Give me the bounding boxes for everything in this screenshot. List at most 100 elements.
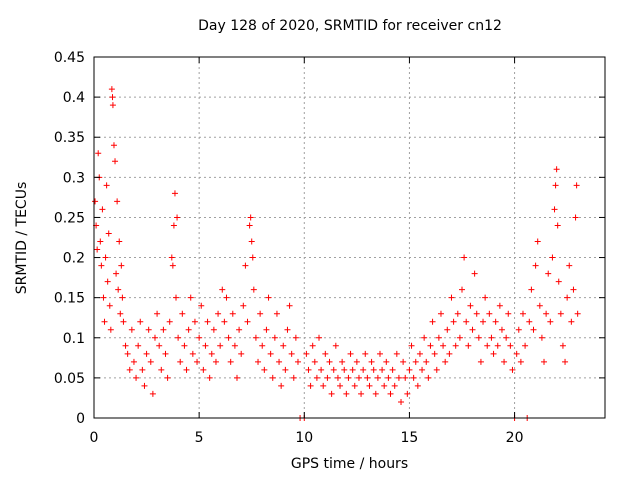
data-point bbox=[110, 142, 117, 149]
data-point bbox=[250, 286, 257, 293]
data-point bbox=[92, 198, 99, 205]
data-point bbox=[376, 350, 383, 357]
data-point bbox=[179, 310, 186, 317]
data-point bbox=[552, 182, 559, 189]
data-point bbox=[528, 286, 535, 293]
data-point bbox=[174, 214, 181, 221]
data-point bbox=[288, 350, 295, 357]
data-point bbox=[290, 374, 297, 381]
data-point bbox=[526, 318, 533, 325]
data-point bbox=[519, 310, 526, 317]
y-tick-label: 0.15 bbox=[54, 291, 85, 307]
data-point bbox=[573, 182, 580, 189]
data-point bbox=[484, 342, 491, 349]
data-point bbox=[171, 190, 178, 197]
data-point bbox=[246, 222, 253, 229]
data-point bbox=[151, 334, 158, 341]
data-point bbox=[574, 310, 581, 317]
data-point bbox=[374, 374, 381, 381]
data-point bbox=[349, 366, 356, 373]
data-point bbox=[202, 342, 209, 349]
y-tick-label: 0.2 bbox=[63, 251, 85, 267]
data-point bbox=[261, 366, 268, 373]
data-point bbox=[393, 350, 400, 357]
data-point bbox=[240, 302, 247, 309]
data-point bbox=[215, 310, 222, 317]
data-point bbox=[99, 206, 106, 213]
data-point bbox=[427, 342, 434, 349]
y-tick-label: 0.3 bbox=[63, 170, 85, 186]
data-point bbox=[440, 342, 447, 349]
data-point bbox=[156, 342, 163, 349]
data-point bbox=[412, 358, 419, 365]
data-point bbox=[255, 358, 262, 365]
data-point bbox=[452, 342, 459, 349]
data-point bbox=[498, 326, 505, 333]
data-point bbox=[549, 254, 556, 261]
data-point bbox=[267, 350, 274, 357]
data-point bbox=[97, 238, 104, 245]
data-point bbox=[98, 262, 105, 269]
data-point bbox=[236, 326, 243, 333]
data-point bbox=[456, 334, 463, 341]
data-point bbox=[532, 262, 539, 269]
y-tick-label: 0.35 bbox=[54, 130, 85, 146]
data-point bbox=[482, 294, 489, 301]
data-point bbox=[128, 326, 135, 333]
data-point bbox=[259, 342, 266, 349]
data-point bbox=[166, 318, 173, 325]
data-point bbox=[351, 382, 358, 389]
data-point bbox=[200, 366, 207, 373]
data-point bbox=[322, 350, 329, 357]
data-point bbox=[227, 358, 234, 365]
data-point bbox=[461, 254, 468, 261]
data-point bbox=[530, 326, 537, 333]
data-point bbox=[208, 350, 215, 357]
data-point bbox=[326, 358, 333, 365]
x-tick-label: 15 bbox=[401, 430, 419, 446]
data-point bbox=[480, 318, 487, 325]
data-point bbox=[450, 318, 457, 325]
data-point bbox=[385, 374, 392, 381]
data-point bbox=[115, 286, 122, 293]
data-point bbox=[145, 326, 152, 333]
data-point bbox=[263, 326, 270, 333]
data-point bbox=[442, 358, 449, 365]
data-point bbox=[522, 342, 529, 349]
x-tick-label: 10 bbox=[295, 430, 313, 446]
data-point bbox=[143, 350, 150, 357]
y-tick-label: 0.1 bbox=[63, 331, 85, 347]
data-point bbox=[257, 310, 264, 317]
data-point bbox=[185, 326, 192, 333]
data-point bbox=[303, 350, 310, 357]
data-point bbox=[437, 310, 444, 317]
data-point bbox=[139, 366, 146, 373]
data-point bbox=[381, 382, 388, 389]
data-point bbox=[219, 286, 226, 293]
data-point bbox=[475, 334, 482, 341]
data-point bbox=[473, 310, 480, 317]
data-point bbox=[175, 334, 182, 341]
data-point bbox=[509, 366, 516, 373]
data-point bbox=[554, 222, 561, 229]
data-point bbox=[158, 366, 165, 373]
data-point bbox=[238, 350, 245, 357]
data-point bbox=[231, 342, 238, 349]
data-point bbox=[133, 374, 140, 381]
data-point bbox=[124, 350, 131, 357]
data-point bbox=[265, 294, 272, 301]
data-point bbox=[248, 238, 255, 245]
data-point bbox=[467, 302, 474, 309]
data-point bbox=[564, 294, 571, 301]
data-point bbox=[501, 358, 508, 365]
data-point bbox=[515, 326, 522, 333]
data-point bbox=[404, 390, 411, 397]
data-point bbox=[446, 350, 453, 357]
data-point bbox=[551, 206, 558, 213]
data-point bbox=[196, 334, 203, 341]
data-point bbox=[459, 286, 466, 293]
data-point bbox=[379, 366, 386, 373]
data-point bbox=[324, 374, 331, 381]
data-point bbox=[162, 350, 169, 357]
data-point bbox=[147, 358, 154, 365]
